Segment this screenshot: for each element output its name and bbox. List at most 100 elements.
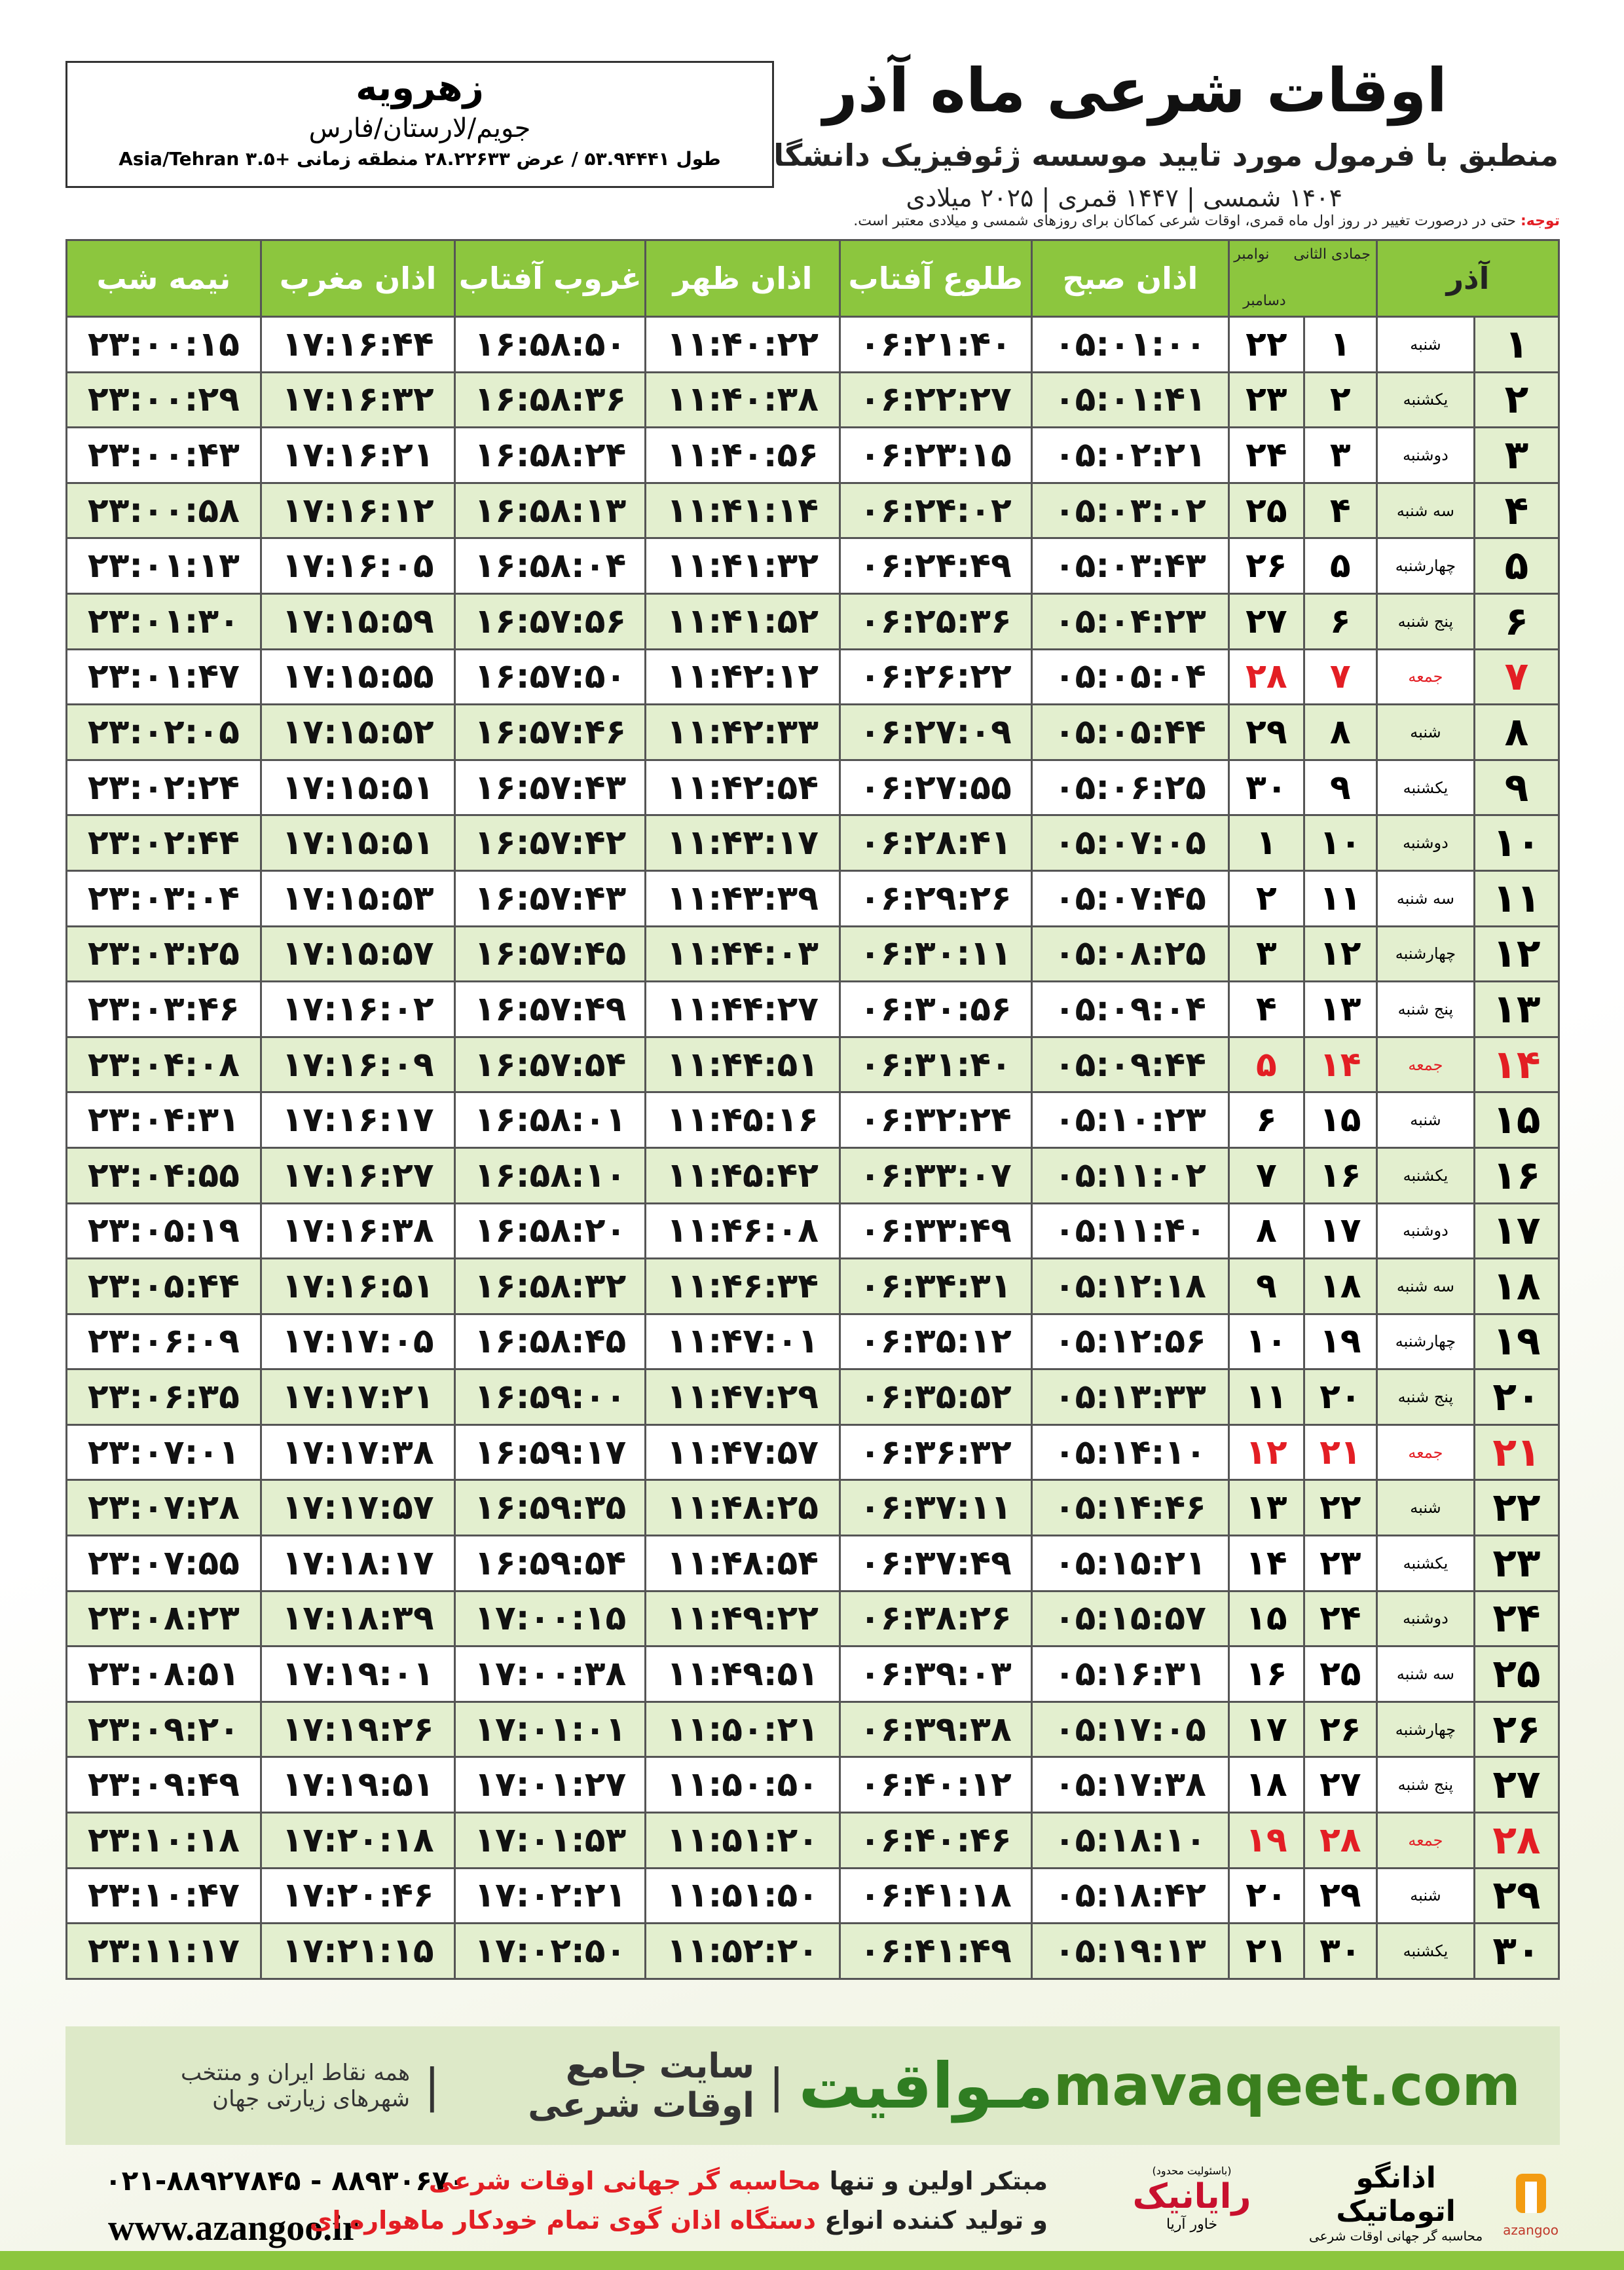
separator: | bbox=[424, 2058, 440, 2113]
time-cell: ۱۶:۵۹:۵۴ bbox=[456, 1536, 645, 1590]
date-cell: ۳ bbox=[1475, 428, 1558, 482]
time-cell: ۲۳:۰۷:۲۸ bbox=[67, 1481, 260, 1535]
time-cell: ۱۷:۰۲:۵۰ bbox=[456, 1924, 645, 1978]
time-cell: ۲۳:۰۷:۵۵ bbox=[67, 1536, 260, 1590]
date-cell: ۱۲ bbox=[1475, 927, 1558, 981]
time-cell: ۰۵:۱۳:۳۳ bbox=[1032, 1370, 1228, 1424]
prayer-table: آذر جمادی الثانی نوامبر دسامبر اذان صبح طلوع … bbox=[65, 239, 1560, 1980]
header-cell: غروب آفتاب bbox=[456, 241, 645, 316]
time-cell: ۲۳:۰۴:۵۵ bbox=[67, 1148, 260, 1202]
promo-line: مبتکر اولین و تنها محاسبه گر جهانی اوقات… bbox=[429, 2167, 1048, 2195]
time-cell: ۱۷:۱۶:۳۲ bbox=[261, 373, 454, 427]
time-cell: ۱۷:۱۷:۵۷ bbox=[261, 1481, 454, 1535]
time-cell: ۰۶:۲۲:۲۷ bbox=[840, 373, 1031, 427]
time-cell: ۱۱:۴۳:۳۹ bbox=[646, 871, 839, 925]
date-cell: جمعه bbox=[1378, 650, 1473, 704]
date-cell: شنبه bbox=[1378, 705, 1473, 759]
date-cell: سه شنبه bbox=[1378, 1259, 1473, 1313]
time-cell: ۱۷:۰۱:۵۳ bbox=[456, 1814, 645, 1867]
date-cell: ۲۸ bbox=[1230, 650, 1303, 704]
date-cell: ۲۶ bbox=[1475, 1702, 1558, 1757]
time-cell: ۰۶:۳۳:۰۷ bbox=[840, 1148, 1031, 1202]
date-cell: ۱۰ bbox=[1475, 816, 1558, 870]
time-cell: ۲۳:۰۲:۲۴ bbox=[67, 760, 260, 815]
time-cell: ۱۶:۵۷:۴۶ bbox=[456, 705, 645, 759]
date-cell: ۱۹ bbox=[1304, 1314, 1376, 1369]
date-cell: ۲۳ bbox=[1475, 1536, 1558, 1590]
time-cell: ۱۷:۱۹:۵۱ bbox=[261, 1758, 454, 1812]
date-cell: ۲۲ bbox=[1304, 1481, 1376, 1535]
header-cell: اذان مغرب bbox=[261, 241, 454, 316]
time-cell: ۱۶:۵۷:۴۵ bbox=[456, 927, 645, 981]
date-cell: ۲۱ bbox=[1230, 1924, 1303, 1978]
time-cell: ۱۶:۵۸:۲۴ bbox=[456, 428, 645, 482]
time-cell: ۱۱:۴۲:۵۴ bbox=[646, 760, 839, 815]
promo-text: مبتکر اولین و تنها bbox=[829, 2167, 1048, 2195]
time-cell: ۰۶:۴۰:۱۲ bbox=[840, 1758, 1031, 1812]
time-cell: ۰۵:۱۹:۱۳ bbox=[1032, 1924, 1228, 1978]
time-cell: ۰۶:۲۳:۱۵ bbox=[840, 428, 1031, 482]
time-cell: ۰۵:۰۹:۴۴ bbox=[1032, 1037, 1228, 1092]
time-cell: ۰۶:۳۶:۳۲ bbox=[840, 1425, 1031, 1479]
time-cell: ۱۱:۵۰:۲۱ bbox=[646, 1702, 839, 1757]
time-cell: ۰۵:۰۶:۲۵ bbox=[1032, 760, 1228, 815]
time-cell: ۱۷:۱۶:۲۷ bbox=[261, 1148, 454, 1202]
date-cell: ۱۹ bbox=[1475, 1314, 1558, 1369]
promo-highlight: محاسبه گر جهانی اوقات شرعی bbox=[428, 2167, 821, 2195]
time-cell: ۲۳:۰۰:۴۳ bbox=[67, 428, 260, 482]
date-cell: ۳ bbox=[1304, 428, 1376, 482]
time-cell: ۰۶:۳۸:۲۶ bbox=[840, 1591, 1031, 1646]
date-cell: چهارشنبه bbox=[1378, 539, 1473, 593]
time-cell: ۱۶:۵۷:۵۴ bbox=[456, 1037, 645, 1092]
time-cell: ۰۵:۰۱:۴۱ bbox=[1032, 373, 1228, 427]
date-cell: ۸ bbox=[1304, 705, 1376, 759]
date-cell: ۶ bbox=[1475, 594, 1558, 648]
date-cell: ۱۰ bbox=[1230, 1314, 1303, 1369]
date-cell: چهارشنبه bbox=[1378, 1702, 1473, 1757]
time-cell: ۱۶:۵۷:۵۶ bbox=[456, 594, 645, 648]
date-cell: ۲۸ bbox=[1475, 1814, 1558, 1867]
date-cell: ۱۵ bbox=[1304, 1093, 1376, 1147]
time-cell: ۱۷:۱۶:۲۱ bbox=[261, 428, 454, 482]
date-cell: ۱۴ bbox=[1304, 1037, 1376, 1092]
time-cell: ۰۶:۲۴:۰۲ bbox=[840, 483, 1031, 538]
date-cell: ۱ bbox=[1475, 318, 1558, 371]
date-cell: ۲ bbox=[1475, 373, 1558, 427]
time-cell: ۰۶:۲۶:۲۲ bbox=[840, 650, 1031, 704]
time-cell: ۱۶:۵۹:۱۷ bbox=[456, 1425, 645, 1479]
date-cell: جمعه bbox=[1378, 1814, 1473, 1867]
date-cell: ۱۱ bbox=[1230, 1370, 1303, 1424]
date-cell: ۲۶ bbox=[1304, 1702, 1376, 1757]
date-cell: ۵ bbox=[1304, 539, 1376, 593]
brand-group: مـواقیت | سایت جامع اوقات شرعی | همه نقا… bbox=[105, 2047, 1054, 2125]
date-cell: ۲۸ bbox=[1304, 1814, 1376, 1867]
time-cell: ۰۵:۱۵:۲۱ bbox=[1032, 1536, 1228, 1590]
date-cell: ۲ bbox=[1304, 373, 1376, 427]
phones: ۰۲۱-۸۸۹۲۷۸۴۵ - ۸۸۹۳۰۶۷۰ bbox=[105, 2165, 466, 2197]
date-cell: ۲۵ bbox=[1304, 1647, 1376, 1701]
time-cell: ۱۷:۱۵:۵۹ bbox=[261, 594, 454, 648]
time-cell: ۲۳:۰۵:۱۹ bbox=[67, 1204, 260, 1258]
date-cell: ۲۴ bbox=[1230, 428, 1303, 482]
date-cell: ۱۳ bbox=[1475, 982, 1558, 1036]
time-cell: ۱۱:۵۰:۵۰ bbox=[646, 1758, 839, 1812]
time-cell: ۱۱:۴۶:۰۸ bbox=[646, 1204, 839, 1258]
time-cell: ۱۱:۴۰:۳۸ bbox=[646, 373, 839, 427]
header-cell: اذان ظهر bbox=[646, 241, 839, 316]
time-cell: ۱۷:۱۷:۰۵ bbox=[261, 1314, 454, 1369]
date-cell: ۲۵ bbox=[1475, 1647, 1558, 1701]
time-cell: ۱۱:۴۶:۳۴ bbox=[646, 1259, 839, 1313]
time-cell: ۲۳:۰۰:۵۸ bbox=[67, 483, 260, 538]
time-cell: ۱۱:۴۱:۱۴ bbox=[646, 483, 839, 538]
time-cell: ۱۷:۱۹:۰۱ bbox=[261, 1647, 454, 1701]
time-cell: ۰۶:۳۱:۴۰ bbox=[840, 1037, 1031, 1092]
note-label: توجه: bbox=[1520, 213, 1560, 229]
time-cell: ۲۳:۰۸:۲۳ bbox=[67, 1591, 260, 1646]
date-cell: ۸ bbox=[1475, 705, 1558, 759]
date-cell: ۲۳ bbox=[1304, 1536, 1376, 1590]
date-cell: ۱۷ bbox=[1230, 1702, 1303, 1757]
time-cell: ۲۳:۰۹:۴۹ bbox=[67, 1758, 260, 1812]
date-cell: دوشنبه bbox=[1378, 1204, 1473, 1258]
time-cell: ۰۵:۰۸:۲۵ bbox=[1032, 927, 1228, 981]
date-cell: چهارشنبه bbox=[1378, 927, 1473, 981]
